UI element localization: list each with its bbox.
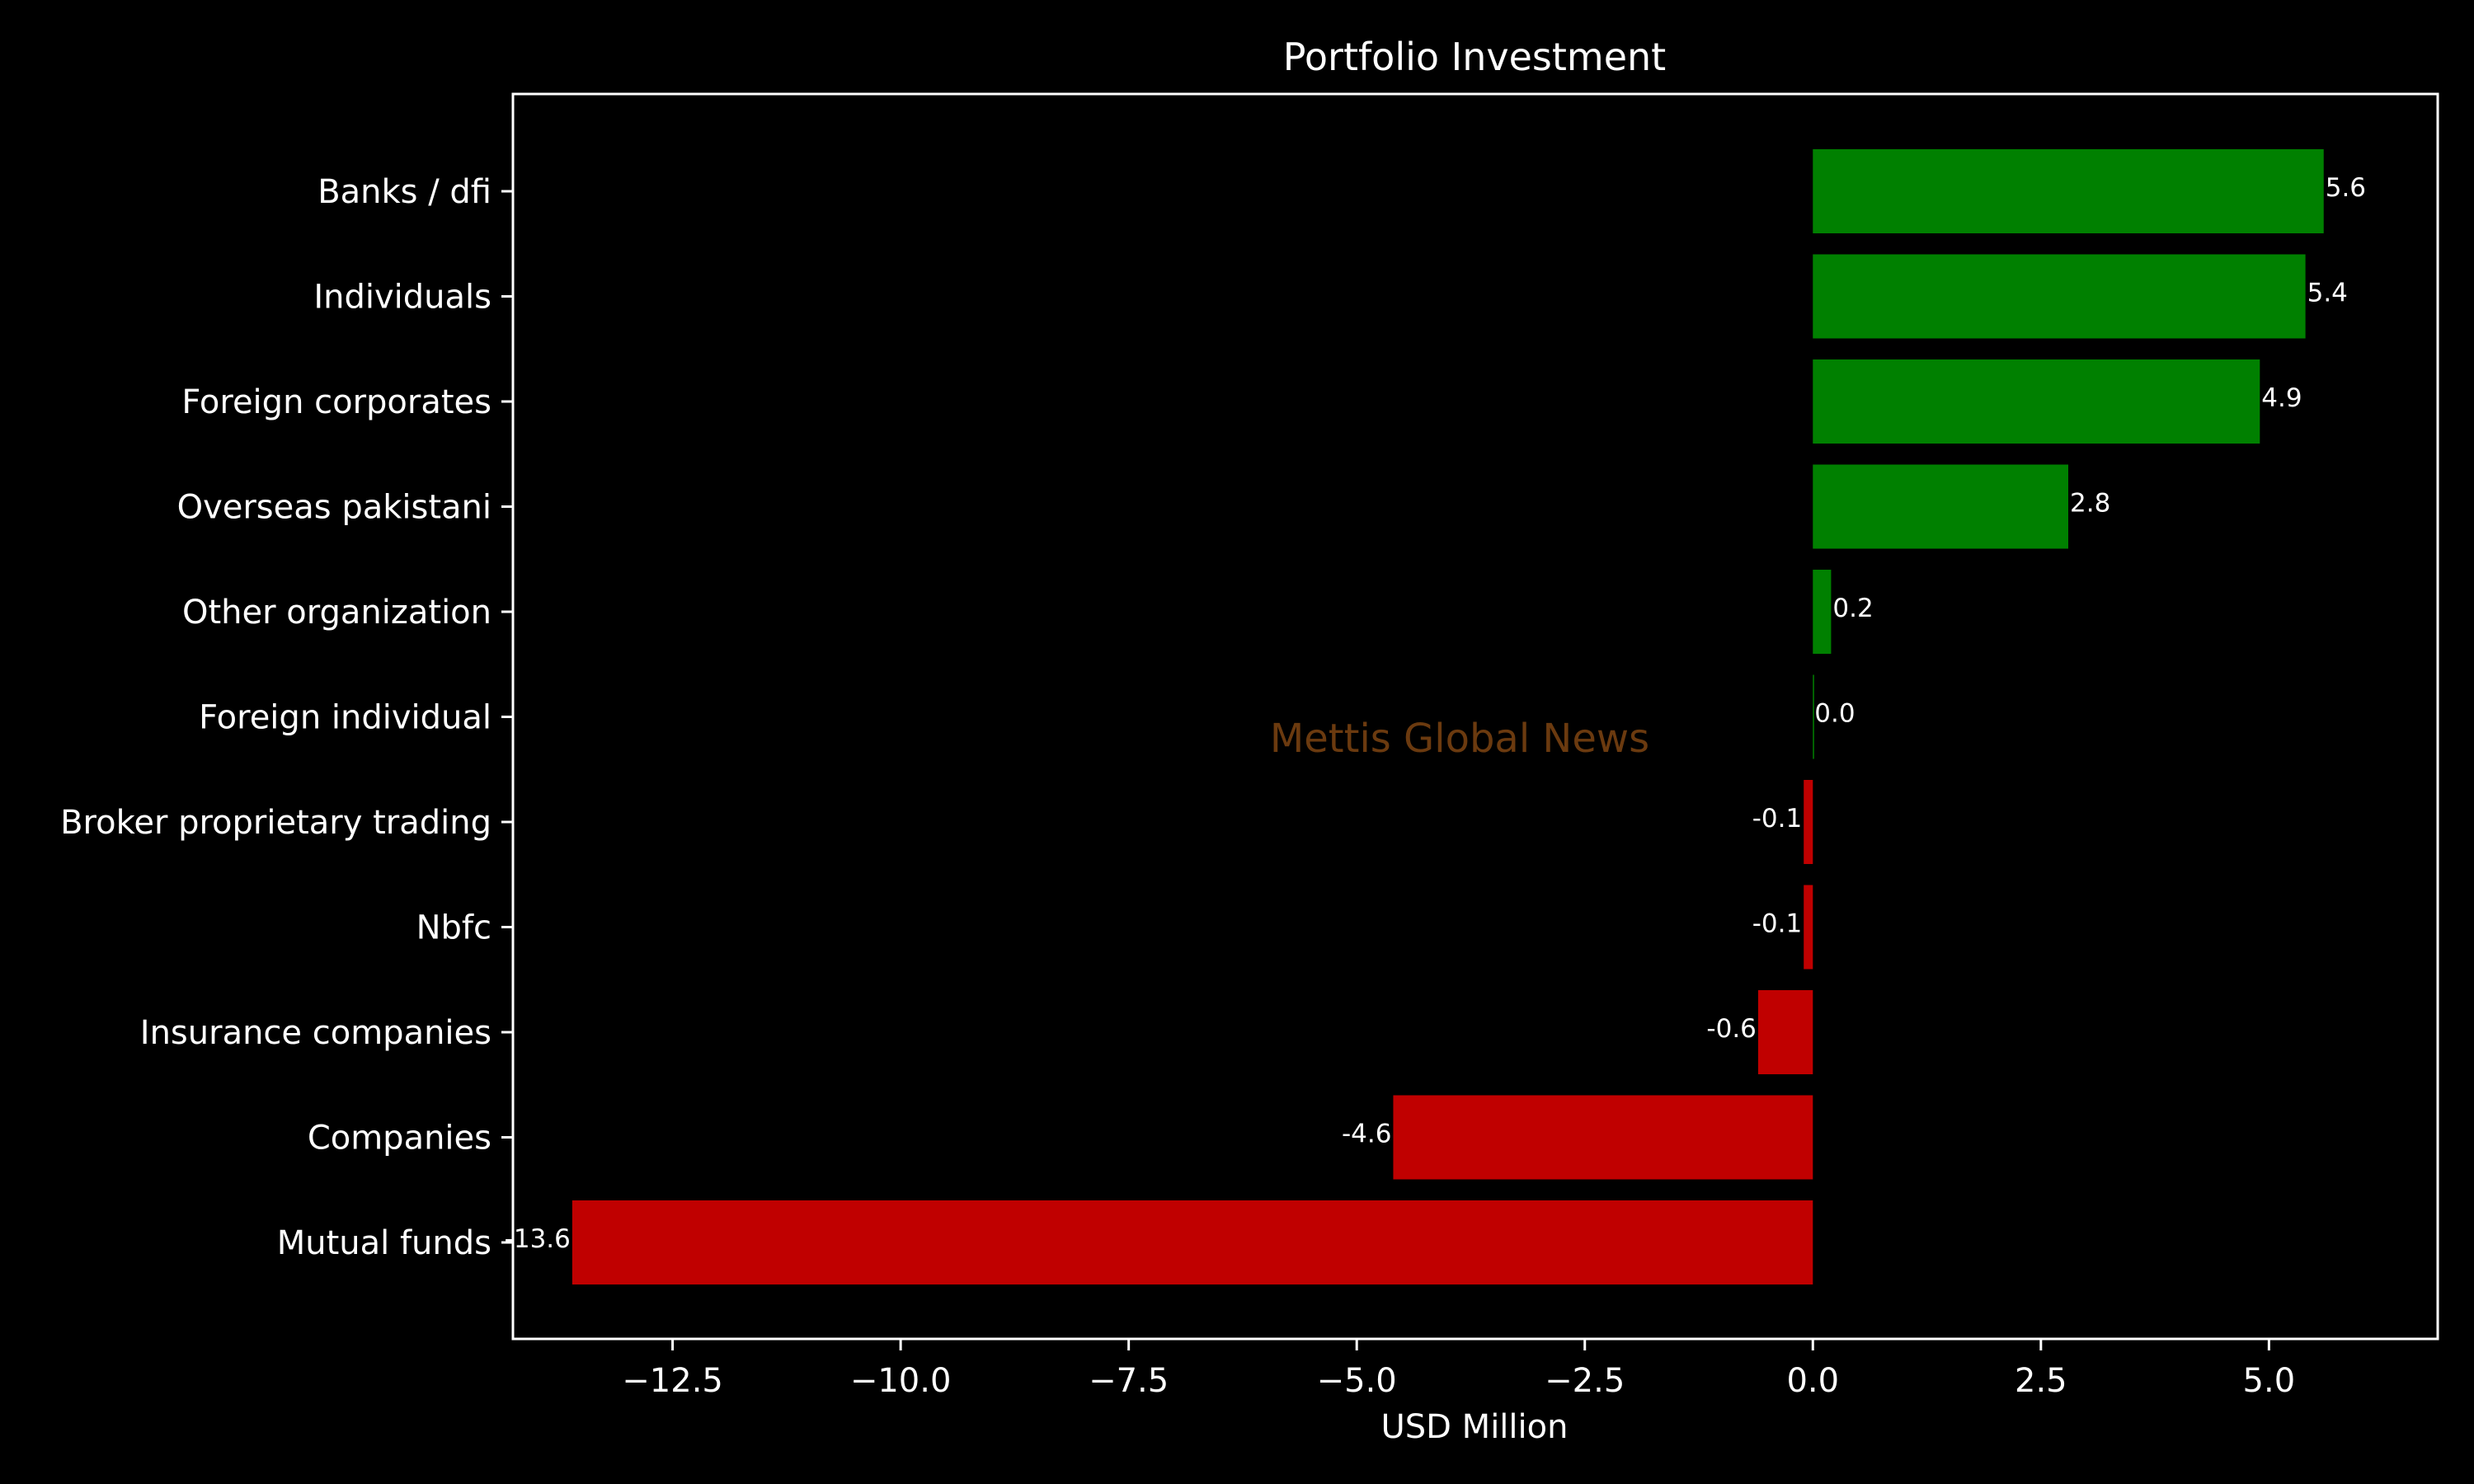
x-tick-label: 5.0 — [2243, 1362, 2296, 1400]
category-label: Banks / dfi — [317, 173, 492, 211]
category-label: Individuals — [313, 279, 492, 317]
category-label: Companies — [308, 1120, 492, 1158]
bar-10 — [571, 1200, 1813, 1284]
bar-1 — [1813, 254, 2306, 339]
x-tick-label: −5.0 — [1317, 1362, 1397, 1400]
x-tick-label: −12.5 — [622, 1362, 723, 1400]
data-label: 4.9 — [2261, 383, 2302, 413]
bar-6 — [1804, 780, 1813, 864]
bar-4 — [1813, 570, 1832, 654]
bar-8 — [1757, 990, 1813, 1074]
data-label: 5.4 — [2307, 279, 2348, 308]
bar-2 — [1813, 359, 2260, 444]
x-tick-label: −2.5 — [1545, 1362, 1625, 1400]
data-label: 0.2 — [1832, 594, 1873, 623]
category-label: Foreign individual — [199, 699, 492, 737]
plot-frame — [511, 92, 2439, 1341]
category-label: Mutual funds — [277, 1224, 492, 1262]
data-labels-group: 5.6 5.4 4.9 2.8 0.2 0.0 -0.1 -0.1 -0.6 -4.6 -13.6 — [505, 173, 2366, 1254]
data-label: -0.1 — [1752, 804, 1803, 834]
bar-9 — [1393, 1095, 1813, 1180]
bars-group — [571, 149, 2324, 1284]
bar-0 — [1813, 149, 2324, 233]
category-label: Other organization — [182, 594, 492, 632]
bar-7 — [1804, 885, 1813, 970]
watermark-text: Mettis Global News — [1270, 716, 1649, 762]
x-axis-ticks-group: −12.5 −10.0 −7.5 −5.0 −2.5 0.0 2.5 5.0 — [622, 1339, 2295, 1400]
category-label: Broker proprietary trading — [60, 804, 492, 842]
x-axis-label: USD Million — [1381, 1408, 1569, 1446]
data-label: 0.0 — [1814, 699, 1855, 729]
data-label: -13.6 — [505, 1224, 571, 1254]
data-label: -0.6 — [1706, 1014, 1757, 1044]
category-label: Insurance companies — [140, 1014, 492, 1052]
x-tick-label: −10.0 — [850, 1362, 952, 1400]
chart-title: Portfolio Investment — [1283, 35, 1666, 79]
bar-5 — [1813, 674, 1814, 759]
category-labels-group: Banks / dfi Individuals Foreign corporates… — [60, 173, 513, 1262]
data-label: -0.1 — [1752, 909, 1803, 939]
x-tick-label: −7.5 — [1089, 1362, 1169, 1400]
data-label: 2.8 — [2070, 489, 2110, 519]
category-label: Foreign corporates — [181, 383, 492, 421]
category-label: Overseas pakistani — [177, 489, 492, 527]
data-label: -4.6 — [1342, 1120, 1392, 1149]
x-tick-label: 2.5 — [2015, 1362, 2067, 1400]
category-label: Nbfc — [416, 909, 492, 947]
x-tick-label: 0.0 — [1786, 1362, 1839, 1400]
bar-3 — [1813, 464, 2069, 549]
data-label: 5.6 — [2326, 173, 2366, 203]
